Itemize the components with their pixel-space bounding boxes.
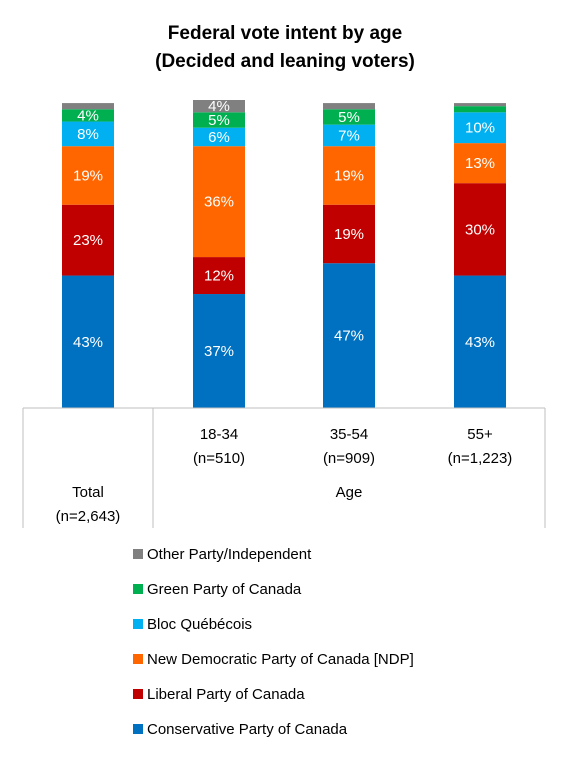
category-label: 55+ — [467, 426, 493, 443]
group-label: Age — [336, 484, 363, 501]
bar-segment — [323, 204, 375, 264]
legend-swatch — [133, 654, 143, 664]
bar-area: 43%23%19%8%4%37%12%36%6%5%4%47%19%19%7%5… — [62, 98, 506, 408]
legend-swatch — [133, 549, 143, 559]
legend-swatch — [133, 724, 143, 734]
data-label: 10% — [465, 120, 495, 137]
category-label: Total — [72, 484, 104, 501]
bar-segment — [193, 100, 245, 113]
bar-segment — [323, 146, 375, 205]
chart-subtitle: (Decided and leaning voters) — [155, 51, 415, 72]
data-label: 5% — [338, 109, 360, 126]
legend-swatch — [133, 584, 143, 594]
bar-segment — [454, 183, 506, 276]
bar-segment — [323, 124, 375, 147]
data-label: 19% — [334, 167, 364, 184]
legend-swatch — [133, 619, 143, 629]
data-label: 23% — [73, 232, 103, 249]
category-label: 35-54 — [330, 426, 368, 443]
bar-segment — [454, 106, 506, 113]
legend-swatch — [133, 689, 143, 699]
legend-item-label: Green Party of Canada — [147, 581, 302, 598]
bar-segment — [454, 143, 506, 184]
bar-segment — [193, 146, 245, 258]
bar-segment — [62, 204, 114, 276]
bar-segment — [62, 146, 114, 205]
chart-title: Federal vote intent by age — [168, 23, 402, 44]
data-label: 13% — [465, 155, 495, 172]
bar-segment — [62, 121, 114, 147]
data-label: 36% — [204, 194, 234, 211]
data-label: 6% — [208, 129, 230, 146]
category-label: (n=1,223) — [448, 450, 513, 467]
bar-segment — [193, 294, 245, 408]
bar-segment — [454, 275, 506, 408]
category-label: (n=510) — [193, 450, 245, 467]
category-axis: Total (n=2,643) 18-34 (n=510) 35-54 (n=909) 55… — [22, 407, 546, 528]
bar-segment — [454, 112, 506, 144]
bar-segment — [454, 103, 506, 107]
bar-segment — [62, 275, 114, 408]
category-label: (n=909) — [323, 450, 375, 467]
data-label: 5% — [208, 112, 230, 129]
bar-segment — [323, 109, 375, 125]
bar-segment — [62, 103, 114, 110]
data-label: 19% — [73, 167, 103, 184]
data-label: 12% — [204, 268, 234, 285]
data-label: 30% — [465, 221, 495, 238]
bar-segment — [323, 103, 375, 110]
legend-item-label: Other Party/Independent — [147, 546, 312, 563]
bar-segment — [193, 257, 245, 295]
data-label: 8% — [77, 126, 99, 143]
legend-item-label: Bloc Québécois — [147, 616, 252, 633]
category-label: (n=2,643) — [56, 508, 121, 525]
data-label: 4% — [208, 98, 230, 115]
data-label: 47% — [334, 328, 364, 345]
legend: Other Party/Independent Green Party of Ca… — [133, 546, 414, 738]
bar-segment — [323, 263, 375, 408]
bar-segment — [62, 109, 114, 122]
data-label: 43% — [465, 334, 495, 351]
data-label: 19% — [334, 226, 364, 243]
legend-item-label: New Democratic Party of Canada [NDP] — [147, 651, 414, 668]
legend-item-label: Conservative Party of Canada — [147, 721, 348, 738]
data-label: 43% — [73, 334, 103, 351]
data-label: 4% — [77, 107, 99, 124]
data-label: 37% — [204, 343, 234, 360]
category-label: 18-34 — [200, 426, 238, 443]
data-label: 7% — [338, 127, 360, 144]
bar-segment — [193, 112, 245, 128]
bar-segment — [193, 127, 245, 147]
legend-item-label: Liberal Party of Canada — [147, 686, 305, 703]
